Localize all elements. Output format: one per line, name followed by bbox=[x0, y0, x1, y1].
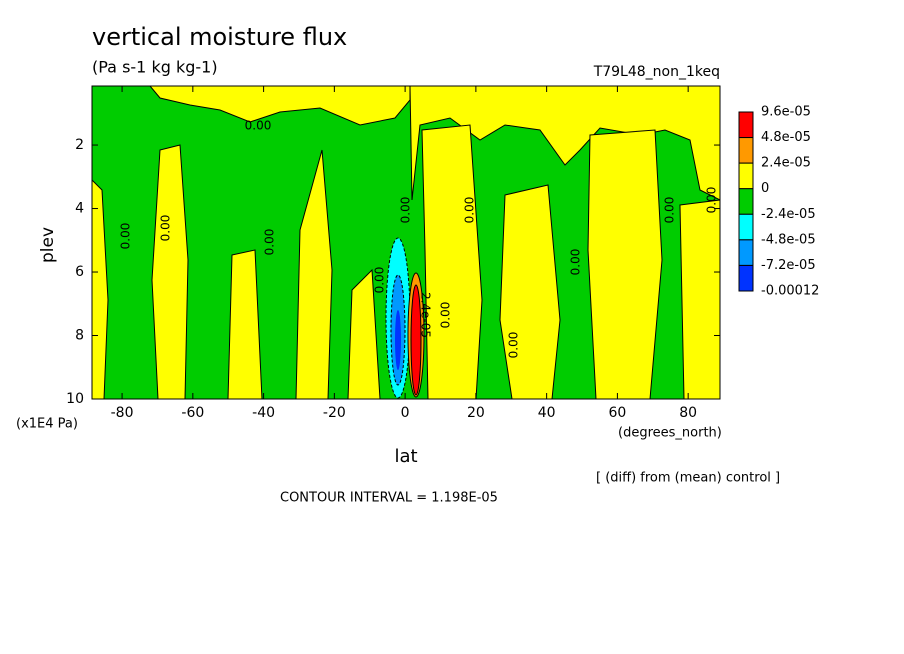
field-region bbox=[587, 129, 663, 400]
colorbar-swatch bbox=[738, 111, 754, 139]
y-tick-label: 8 bbox=[75, 328, 84, 344]
field-region bbox=[679, 199, 721, 400]
contour-label: 0.00 bbox=[245, 119, 272, 133]
colorbar-label: -4.8e-05 bbox=[761, 232, 816, 247]
contour-label: 0.00 bbox=[399, 197, 413, 224]
colorbar-label: 4.8e-05 bbox=[761, 130, 811, 145]
chart-subtitle: (Pa s-1 kg kg-1) bbox=[92, 58, 218, 77]
x-axis-units: (degrees_north) bbox=[618, 426, 722, 441]
field-region bbox=[499, 184, 561, 400]
contour-label: 0.00 bbox=[463, 197, 477, 224]
contour-label: 0.00 bbox=[507, 332, 521, 359]
x-tick-label: -20 bbox=[323, 405, 346, 421]
y-tick-label: 4 bbox=[75, 201, 84, 217]
colorbar-swatch bbox=[738, 239, 754, 266]
chart-title: vertical moisture flux bbox=[92, 23, 347, 51]
colorbar-swatch bbox=[738, 162, 754, 190]
field-region bbox=[295, 149, 333, 400]
contour-label: 0.00 bbox=[569, 249, 583, 276]
x-tick-label: 40 bbox=[538, 405, 556, 421]
x-tick-label: -80 bbox=[111, 405, 134, 421]
x-tick-label: -40 bbox=[252, 405, 275, 421]
field-region bbox=[395, 310, 401, 370]
field-region bbox=[409, 85, 721, 201]
field-region bbox=[421, 124, 483, 400]
colorbar-swatch bbox=[738, 264, 754, 292]
contour-label: 0.00 bbox=[159, 215, 173, 242]
y-tick-label: 6 bbox=[75, 264, 84, 280]
contour-label: 0.00 bbox=[705, 187, 719, 214]
colorbar-swatch bbox=[738, 137, 754, 164]
contour-label: 0.00 bbox=[663, 197, 677, 224]
x-tick-label: 80 bbox=[679, 405, 697, 421]
contour-label: 0.00 bbox=[439, 302, 453, 329]
colorbar-label: 0 bbox=[761, 181, 769, 196]
y-tick-label: 2 bbox=[75, 137, 84, 153]
x-tick-label: -60 bbox=[181, 405, 204, 421]
colorbar-label: 9.6e-05 bbox=[761, 105, 811, 120]
colorbar-label: -2.4e-05 bbox=[761, 207, 816, 222]
colorbar-swatch bbox=[738, 213, 754, 241]
contour-label: 0.00 bbox=[119, 223, 133, 250]
dataset-label: T79L48_non_1keq bbox=[593, 64, 720, 80]
contour-field bbox=[91, 85, 721, 400]
colorbar-label: -7.2e-05 bbox=[761, 258, 816, 273]
note: [ (diff) from (mean) control ] bbox=[596, 471, 780, 486]
contour-label: 0.00 bbox=[373, 267, 387, 294]
contour-label: 0.00 bbox=[263, 229, 277, 256]
x-axis-label: lat bbox=[394, 446, 417, 467]
field-region bbox=[410, 284, 422, 396]
contour-interval: CONTOUR INTERVAL = 1.198E-05 bbox=[280, 491, 498, 506]
x-tick-label: 0 bbox=[401, 405, 410, 421]
x-tick-label: 20 bbox=[467, 405, 485, 421]
y-axis-label: plev bbox=[38, 227, 58, 263]
x-tick-label: 60 bbox=[608, 405, 626, 421]
plot-frame bbox=[91, 85, 721, 400]
y-axis-units: (x1E4 Pa) bbox=[16, 417, 78, 432]
colorbar-label: 2.4e-05 bbox=[761, 156, 811, 171]
y-tick-label: 10 bbox=[66, 391, 84, 407]
contour-label: 2.4e-05 bbox=[419, 292, 433, 338]
colorbar-swatch bbox=[738, 188, 754, 215]
colorbar-label: -0.00012 bbox=[761, 284, 819, 299]
